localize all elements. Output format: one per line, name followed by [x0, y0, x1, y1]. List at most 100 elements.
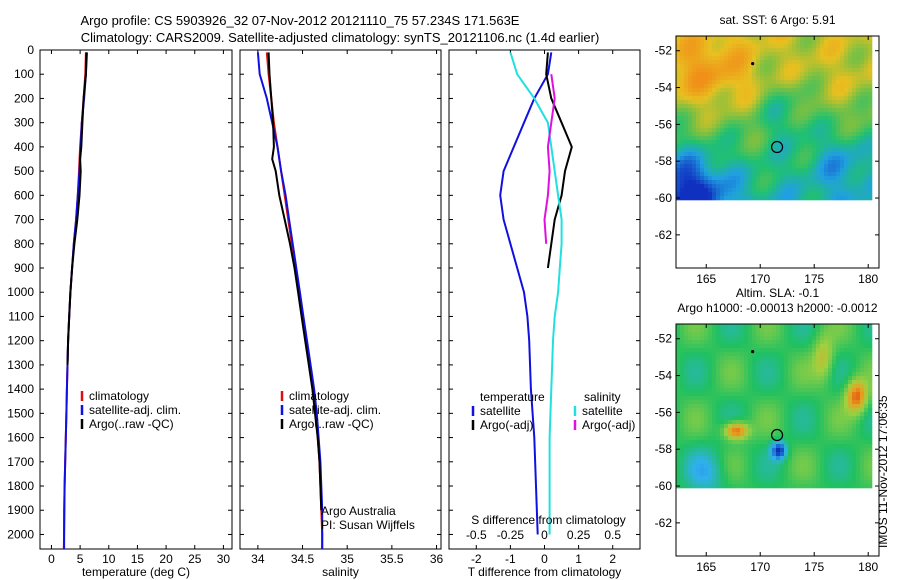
sst-heatmap-cell: [772, 100, 777, 105]
sla-heatmap-cell: [804, 412, 809, 417]
sst-heatmap-cell: [848, 116, 853, 121]
sst-heatmap-cell: [832, 100, 837, 105]
sst-heatmap-cell: [768, 76, 773, 81]
sla-heatmap-cell: [808, 372, 813, 377]
sst-heatmap-cell: [700, 132, 705, 137]
sla-heatmap-cell: [780, 360, 785, 365]
sla-heatmap-cell: [808, 416, 813, 421]
sla-heatmap-cell: [772, 456, 777, 461]
sst-heatmap-cell: [764, 192, 769, 197]
sla-heatmap-cell: [688, 384, 693, 389]
sst-heatmap-cell: [724, 84, 729, 89]
sla-heatmap-cell: [676, 340, 681, 345]
sst-heatmap-cell: [696, 80, 701, 85]
sst-heatmap-cell: [696, 168, 701, 173]
sst-heatmap-cell: [864, 136, 869, 141]
sla-heatmap-cell: [768, 412, 773, 417]
sst-heatmap-cell: [856, 164, 861, 169]
sst-heatmap-cell: [820, 108, 825, 113]
sla-heatmap-cell: [824, 412, 829, 417]
sst-heatmap-cell: [844, 164, 849, 169]
sla-heatmap-cell: [860, 384, 865, 389]
sst-heatmap-cell: [708, 40, 713, 45]
sst-heatmap-cell: [808, 136, 813, 141]
sla-heatmap-cell: [776, 424, 781, 429]
sla-heatmap-cell: [772, 328, 777, 333]
sla-heatmap-cell: [720, 480, 725, 485]
sla-heatmap-cell: [856, 332, 861, 337]
sla-heatmap-cell: [740, 352, 745, 357]
sla-heatmap-cell: [784, 420, 789, 425]
sla-heatmap-cell: [676, 400, 681, 405]
sla-heatmap-cell: [712, 428, 717, 433]
sla-heatmap-cell: [784, 376, 789, 381]
sst-heatmap-cell: [724, 108, 729, 113]
sla-heatmap-cell: [808, 468, 813, 473]
sst-heatmap-cell: [800, 36, 805, 41]
sst-heatmap-cell: [720, 144, 725, 149]
sst-heatmap-cell: [696, 92, 701, 97]
sla-heatmap-cell: [812, 364, 817, 369]
sst-heatmap-cell: [844, 80, 849, 85]
sla-lat-tick-label: -52: [655, 332, 673, 346]
sla-heatmap-cell: [752, 376, 757, 381]
sla-heatmap-cell: [684, 392, 689, 397]
sla-heatmap-cell: [696, 420, 701, 425]
sst-heatmap-cell: [680, 176, 685, 181]
sla-heatmap-cell: [748, 408, 753, 413]
sst-heatmap-cell: [740, 64, 745, 69]
sla-heatmap-cell: [684, 484, 689, 489]
sst-heatmap-cell: [868, 44, 873, 49]
sla-heatmap-cell: [772, 376, 777, 381]
sst-heatmap-cell: [724, 112, 729, 117]
sla-heatmap-cell: [740, 348, 745, 353]
sla-heatmap-cell: [832, 396, 837, 401]
sla-heatmap-cell: [788, 444, 793, 449]
sst-heatmap-cell: [780, 164, 785, 169]
sla-heatmap-cell: [716, 412, 721, 417]
sla-heatmap-cell: [752, 468, 757, 473]
sla-heatmap-cell: [688, 436, 693, 441]
sla-heatmap-cell: [804, 352, 809, 357]
sst-heatmap-cell: [776, 48, 781, 53]
sla-heatmap-cell: [812, 356, 817, 361]
sla-heatmap-cell: [824, 476, 829, 481]
sst-heatmap-cell: [840, 72, 845, 77]
sla-heatmap-cell: [828, 480, 833, 485]
sst-heatmap-cell: [836, 192, 841, 197]
sla-heatmap-cell: [860, 340, 865, 345]
sla-heatmap-cell: [764, 368, 769, 373]
sst-heatmap-cell: [824, 144, 829, 149]
sla-heatmap-cell: [804, 460, 809, 465]
sst-heatmap-cell: [732, 172, 737, 177]
sst-heatmap-cell: [680, 68, 685, 73]
sst-heatmap-cell: [792, 156, 797, 161]
sla-heatmap-cell: [828, 360, 833, 365]
sla-heatmap-cell: [796, 400, 801, 405]
sst-heatmap-cell: [816, 76, 821, 81]
sla-heatmap-cell: [700, 332, 705, 337]
sst-heatmap-cell: [836, 120, 841, 125]
sla-heatmap-cell: [736, 452, 741, 457]
sst-heatmap-cell: [716, 116, 721, 121]
sla-heatmap-cell: [772, 388, 777, 393]
sla-heatmap-cell: [820, 400, 825, 405]
sla-heatmap-cell: [732, 332, 737, 337]
sst-heatmap-cell: [832, 48, 837, 53]
sla-heatmap-cell: [752, 372, 757, 377]
sla-heatmap-cell: [676, 476, 681, 481]
sla-heatmap-cell: [824, 464, 829, 469]
sst-heatmap-cell: [828, 96, 833, 101]
sla-heatmap-cell: [860, 472, 865, 477]
sla-heatmap-cell: [732, 484, 737, 489]
sst-heatmap-cell: [724, 132, 729, 137]
sst-heatmap-cell: [688, 72, 693, 77]
sla-heatmap-cell: [724, 468, 729, 473]
sla-heatmap-cell: [836, 448, 841, 453]
sst-heatmap-cell: [828, 120, 833, 125]
sla-heatmap-cell: [680, 340, 685, 345]
sst-heatmap-cell: [868, 76, 873, 81]
sla-heatmap-cell: [832, 324, 837, 329]
sst-heatmap-cell: [724, 184, 729, 189]
sla-heatmap-cell: [780, 440, 785, 445]
